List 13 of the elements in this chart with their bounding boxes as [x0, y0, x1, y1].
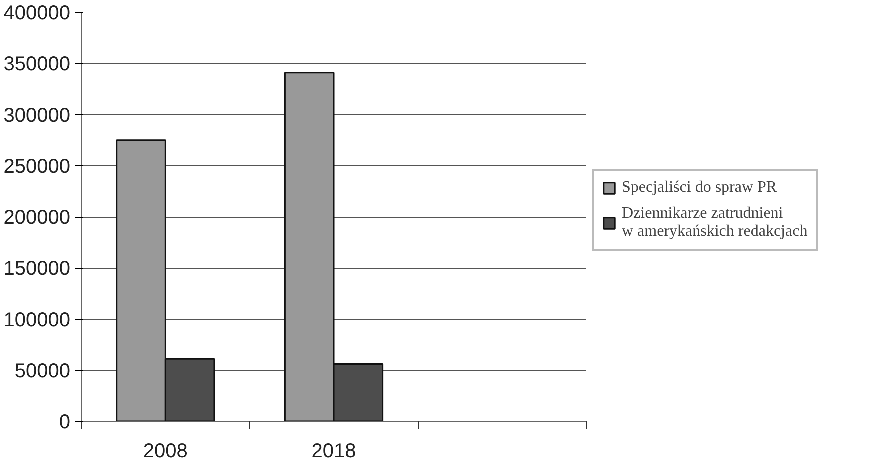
y-tick-label: 100000 — [4, 309, 71, 332]
y-tick-label: 400000 — [4, 2, 71, 24]
legend-label: Dziennikarze zatrudnieni w amerykańskich redakcjach — [622, 205, 808, 241]
y-tick-label: 350000 — [4, 54, 71, 76]
x-tick-label: 2008 — [143, 440, 188, 460]
x-tick-label: 2018 — [312, 440, 356, 460]
legend-label: Specjaliści do spraw PR — [622, 179, 778, 197]
y-tick-label: 250000 — [4, 156, 71, 178]
y-tick-label: 150000 — [4, 258, 71, 280]
y-tick-label: 200000 — [4, 207, 71, 229]
y-tick-label: 50000 — [14, 360, 71, 382]
y-tick-label: 0 — [59, 412, 70, 434]
y-tick-label: 300000 — [4, 104, 71, 127]
